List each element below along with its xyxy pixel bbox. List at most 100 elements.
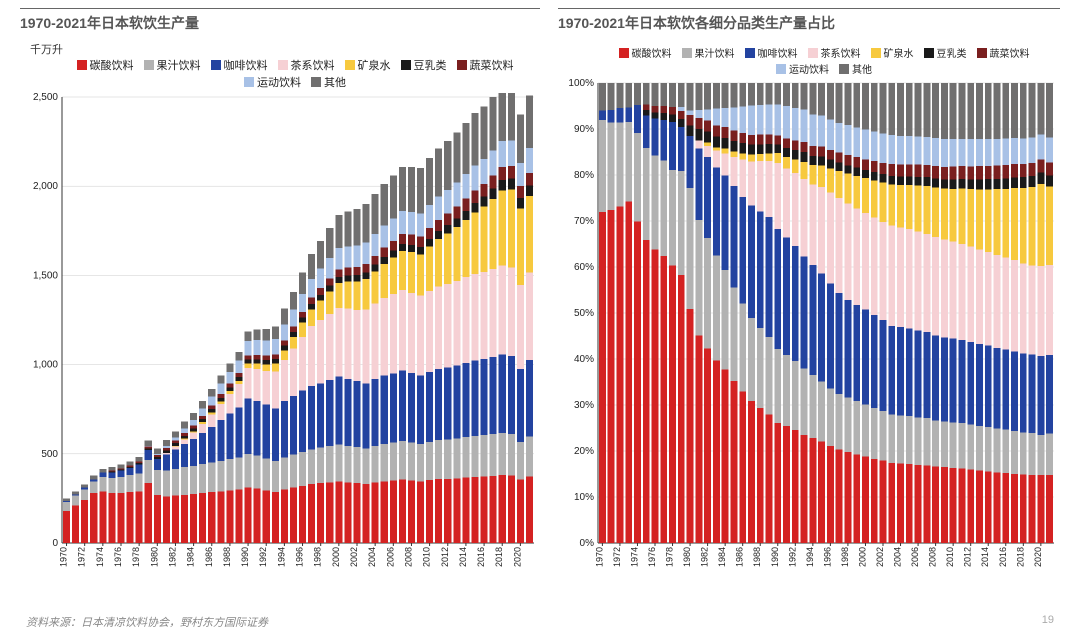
left-panel: 1970-2021年日本软饮生产量 千万升 碳酸饮料 果汁饮料 咖啡饮料 茶系饮料 矿泉… [20, 8, 540, 579]
legend-item: 其他 [311, 74, 346, 90]
svg-text:1980: 1980 [682, 547, 692, 567]
legend-swatch [924, 48, 934, 58]
svg-text:2010: 2010 [422, 547, 432, 567]
svg-text:70%: 70% [574, 216, 594, 227]
legend-label: 其他 [324, 74, 346, 90]
svg-text:10%: 10% [574, 492, 594, 503]
svg-text:60%: 60% [574, 262, 594, 273]
footer: 资料来源：日本清凉饮料协会，野村东方国际证券 19 [26, 614, 1054, 630]
legend-item: 豆乳类 [924, 45, 967, 60]
svg-text:2004: 2004 [893, 547, 903, 567]
svg-text:1988: 1988 [222, 547, 232, 567]
svg-text:1998: 1998 [313, 547, 323, 567]
svg-text:1980: 1980 [149, 547, 159, 567]
svg-text:1998: 1998 [840, 547, 850, 567]
svg-text:1984: 1984 [717, 547, 727, 567]
svg-text:1970: 1970 [594, 547, 604, 567]
right-title: 1970-2021年日本软饮各细分品类生产量占比 [558, 8, 1060, 41]
legend-label: 果汁饮料 [695, 45, 735, 60]
legend-item: 运动饮料 [776, 61, 829, 76]
legend-swatch [144, 60, 154, 70]
svg-text:2014: 2014 [980, 547, 990, 567]
left-title: 1970-2021年日本软饮生产量 [20, 8, 540, 41]
legend-item: 碳酸饮料 [619, 45, 672, 60]
svg-text:2006: 2006 [385, 547, 395, 567]
right-legend: 碳酸饮料 果汁饮料咖啡饮料茶系饮料矿泉水豆乳类 蔬菜饮料运动饮料 其他 [588, 45, 1060, 77]
legend-label: 碳酸饮料 [632, 45, 672, 60]
right-chart-svg: 0%10%20%30%40%50%60%70%80%90%100%1970197… [558, 79, 1060, 579]
svg-text:40%: 40% [574, 354, 594, 365]
legend-label: 矿泉水 [358, 57, 391, 73]
legend-swatch [619, 48, 629, 58]
legend-item: 果汁饮料 [144, 57, 201, 73]
svg-text:1970: 1970 [59, 547, 69, 567]
svg-text:1982: 1982 [700, 547, 710, 567]
svg-text:1972: 1972 [612, 547, 622, 567]
svg-text:2020: 2020 [1033, 547, 1043, 567]
left-yunit: 千万升 [20, 41, 540, 55]
legend-label: 碳酸饮料 [90, 57, 134, 73]
svg-text:0%: 0% [580, 538, 595, 549]
legend-label: 运动饮料 [257, 74, 301, 90]
svg-text:1990: 1990 [240, 547, 250, 567]
legend-label: 其他 [852, 61, 872, 76]
legend-item: 咖啡饮料 [211, 57, 268, 73]
svg-text:1994: 1994 [276, 547, 286, 567]
legend-item: 碳酸饮料 [77, 57, 134, 73]
legend-swatch [682, 48, 692, 58]
legend-item: 果汁饮料 [682, 45, 735, 60]
svg-text:2018: 2018 [1015, 547, 1025, 567]
legend-swatch [745, 48, 755, 58]
panels: 1970-2021年日本软饮生产量 千万升 碳酸饮料果汁饮料咖啡饮料茶系饮料矿泉… [20, 8, 1060, 579]
left-chart-svg: 05001,0001,5002,0002,5001970197219741976… [20, 93, 540, 579]
svg-text:1982: 1982 [167, 547, 177, 567]
svg-text:2012: 2012 [963, 547, 973, 567]
svg-text:1978: 1978 [131, 547, 141, 567]
left-legend: 碳酸饮料 果汁饮料 咖啡饮料 茶系饮料 矿泉水 豆乳类 蔬菜饮料运动饮料 其他 [50, 57, 540, 91]
svg-text:2018: 2018 [494, 547, 504, 567]
svg-text:1986: 1986 [735, 547, 745, 567]
svg-text:2004: 2004 [367, 547, 377, 567]
svg-text:1996: 1996 [295, 547, 305, 567]
svg-text:2016: 2016 [476, 547, 486, 567]
legend-label: 运动饮料 [789, 61, 829, 76]
legend-item: 矿泉水 [345, 57, 391, 73]
legend-swatch [77, 60, 87, 70]
svg-text:2016: 2016 [998, 547, 1008, 567]
legend-item: 茶系饮料 [808, 45, 861, 60]
legend-item: 矿泉水 [871, 45, 914, 60]
svg-text:1986: 1986 [204, 547, 214, 567]
legend-label: 蔬菜饮料 [470, 57, 514, 73]
svg-text:1974: 1974 [629, 547, 639, 567]
svg-text:100%: 100% [568, 79, 594, 89]
svg-text:1984: 1984 [186, 547, 196, 567]
svg-text:30%: 30% [574, 400, 594, 411]
svg-text:80%: 80% [574, 170, 594, 181]
legend-item: 咖啡饮料 [745, 45, 798, 60]
svg-text:2014: 2014 [458, 547, 468, 567]
legend-swatch [871, 48, 881, 58]
legend-label: 果汁饮料 [157, 57, 201, 73]
svg-text:0: 0 [52, 538, 58, 549]
left-chart: 05001,0001,5002,0002,5001970197219741976… [20, 93, 540, 579]
svg-text:2008: 2008 [403, 547, 413, 567]
svg-text:1990: 1990 [770, 547, 780, 567]
legend-label: 蔬菜饮料 [990, 45, 1030, 60]
svg-text:2000: 2000 [331, 547, 341, 567]
legend-swatch [457, 60, 467, 70]
svg-text:50%: 50% [574, 308, 594, 319]
right-chart: 0%10%20%30%40%50%60%70%80%90%100%1970197… [558, 79, 1060, 579]
svg-text:2,500: 2,500 [33, 93, 58, 103]
legend-swatch [808, 48, 818, 58]
svg-text:90%: 90% [574, 124, 594, 135]
legend-label: 豆乳类 [414, 57, 447, 73]
legend-label: 咖啡饮料 [224, 57, 268, 73]
legend-label: 茶系饮料 [291, 57, 335, 73]
svg-text:1972: 1972 [77, 547, 87, 567]
svg-text:1976: 1976 [113, 547, 123, 567]
legend-swatch [311, 77, 321, 87]
svg-text:2000: 2000 [857, 547, 867, 567]
svg-text:2002: 2002 [349, 547, 359, 567]
svg-text:1974: 1974 [95, 547, 105, 567]
legend-swatch [776, 64, 786, 74]
